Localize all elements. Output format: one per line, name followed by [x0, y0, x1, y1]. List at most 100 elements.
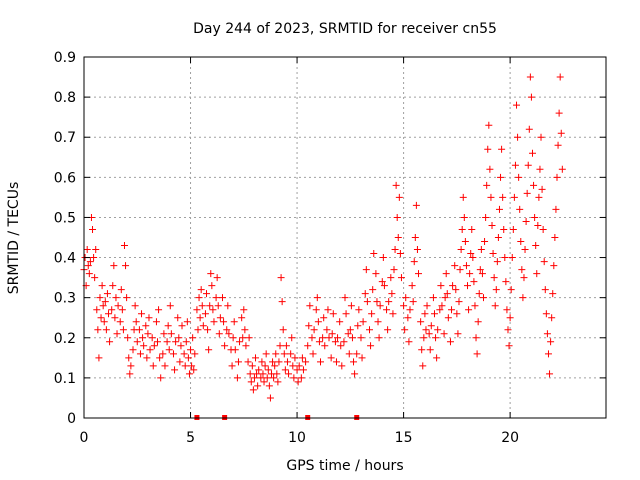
data-point [484, 145, 492, 153]
data-point [548, 314, 556, 322]
data-point [136, 350, 144, 358]
data-point [474, 318, 482, 326]
data-point [468, 225, 476, 233]
data-point [521, 246, 529, 254]
data-point [204, 326, 212, 334]
data-point [125, 354, 133, 362]
data-point [413, 246, 421, 254]
data-point [338, 362, 346, 370]
data-point [124, 334, 132, 342]
data-point [537, 133, 545, 141]
data-point [528, 149, 536, 157]
data-point [369, 286, 377, 294]
data-point [163, 338, 171, 346]
data-point [193, 306, 201, 314]
y-tick-label: 0.8 [54, 90, 76, 106]
data-point [142, 322, 150, 330]
data-point [174, 314, 182, 322]
data-point [129, 346, 137, 354]
x-tick-label: 20 [501, 430, 519, 446]
data-point [221, 342, 229, 350]
data-point [495, 205, 503, 213]
data-point [144, 330, 152, 338]
data-point [106, 338, 114, 346]
data-point [409, 298, 417, 306]
data-point [164, 322, 172, 330]
data-point [304, 342, 312, 350]
data-point [273, 370, 281, 378]
data-point [384, 326, 392, 334]
data-point [152, 318, 160, 326]
data-point [238, 314, 246, 322]
data-point [201, 310, 209, 318]
data-point [525, 125, 533, 133]
data-point [146, 346, 154, 354]
data-point [258, 358, 266, 366]
data-point [357, 334, 365, 342]
data-point [405, 338, 413, 346]
data-point [309, 350, 317, 358]
data-point [194, 326, 202, 334]
data-point [426, 346, 434, 354]
data-point [472, 334, 480, 342]
data-point [475, 290, 483, 298]
data-point [178, 322, 186, 330]
data-point [118, 306, 126, 314]
data-point [404, 314, 412, 322]
data-point [397, 274, 405, 282]
data-point [459, 193, 467, 201]
data-point [210, 318, 218, 326]
data-point [83, 246, 91, 254]
data-point [230, 318, 238, 326]
data-point [454, 330, 462, 338]
data-point [415, 270, 423, 278]
data-point [315, 338, 323, 346]
data-point [418, 346, 426, 354]
data-point [348, 334, 356, 342]
data-point [213, 274, 221, 282]
data-point [290, 374, 298, 382]
data-point [229, 334, 237, 342]
data-point [501, 254, 509, 262]
data-point [453, 310, 461, 318]
data-point [462, 262, 470, 270]
data-point [546, 370, 554, 378]
data-point [387, 274, 395, 282]
data-point [375, 334, 383, 342]
data-point [120, 242, 128, 250]
data-point [216, 314, 224, 322]
data-point [117, 286, 125, 294]
data-point [176, 358, 184, 366]
data-point [361, 290, 369, 298]
data-point [506, 314, 514, 322]
y-axis-label: SRMTID / TECUs [6, 182, 22, 295]
data-point [526, 73, 534, 81]
data-point [323, 326, 331, 334]
data-point [410, 258, 418, 266]
data-point [270, 374, 278, 382]
data-point [305, 322, 313, 330]
data-point [505, 342, 513, 350]
data-point [498, 145, 506, 153]
data-point [423, 302, 431, 310]
data-point [263, 374, 271, 382]
data-point [465, 306, 473, 314]
data-point [86, 258, 94, 266]
data-point [132, 318, 140, 326]
data-point [486, 165, 494, 173]
data-point [555, 109, 563, 117]
x-tick-label: 15 [395, 430, 413, 446]
data-point [316, 358, 324, 366]
data-point [541, 286, 549, 294]
data-point [477, 246, 485, 254]
data-point [208, 282, 216, 290]
data-point [389, 310, 397, 318]
data-point [510, 193, 518, 201]
data-point [161, 362, 169, 370]
data-point [266, 394, 274, 402]
data-point [329, 310, 337, 318]
data-point [255, 366, 263, 374]
data-point [189, 334, 197, 342]
data-point [310, 326, 318, 334]
data-point [110, 262, 118, 270]
